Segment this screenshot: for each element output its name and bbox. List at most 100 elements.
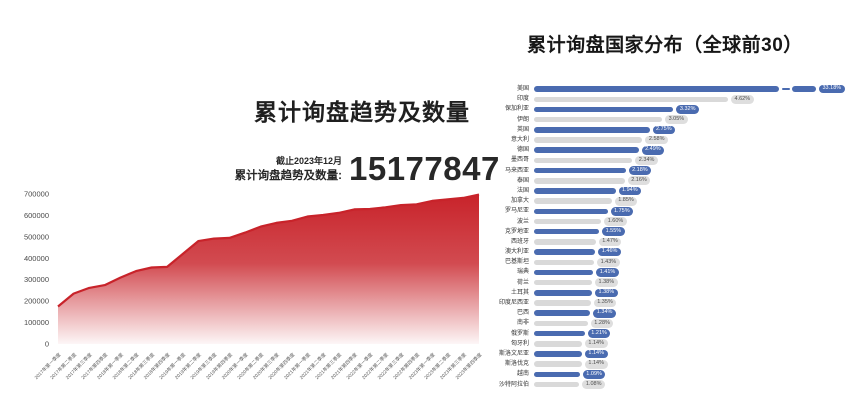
value-badge: 2.58% xyxy=(645,135,668,145)
bar-track: 1.60% xyxy=(534,217,852,226)
bar-row: 匈牙利 1.14% xyxy=(437,339,852,349)
stat-label: 累计询盘趋势及数量: xyxy=(234,170,342,183)
bar xyxy=(534,116,663,123)
value-badge: 33.18% xyxy=(819,84,845,94)
y-axis-tick: 500000 xyxy=(24,232,49,241)
value-badge: 3.05% xyxy=(665,115,688,124)
value-badge: 2.34% xyxy=(635,156,658,165)
x-axis-tick: 2017年第三季度 xyxy=(64,351,94,381)
bar-row: 法国 1.94% xyxy=(437,186,852,196)
country-label: 法国 xyxy=(516,187,529,194)
country-label: 美国 xyxy=(516,86,529,93)
country-label: 斯洛伐克 xyxy=(504,361,529,368)
bar-row: 加拿大 1.85% xyxy=(437,196,852,206)
stat-labels: 截止2023年12月 累计询盘趋势及数量: xyxy=(160,154,342,184)
x-axis-tick: 2018年第二季度 xyxy=(111,351,141,381)
value-badge: 2.75% xyxy=(652,125,676,135)
country-label: 德国 xyxy=(516,147,529,154)
bar-track: 1.46% xyxy=(534,247,852,257)
bar-row: 斯洛伐克 1.14% xyxy=(437,359,852,369)
x-axis-tick: 2022年第四季度 xyxy=(392,351,422,381)
bar xyxy=(534,127,650,133)
bar-track: 1.47% xyxy=(534,237,852,247)
bar-row: 克罗地亚 1.55% xyxy=(437,227,852,237)
bar-track: 1.34% xyxy=(534,308,852,318)
country-label: 保加利亚 xyxy=(504,106,529,113)
country-label: 马来西亚 xyxy=(504,167,529,174)
country-label: 荷兰 xyxy=(516,279,529,286)
bar xyxy=(534,371,580,378)
bar-track: 1.14% xyxy=(534,359,852,369)
country-label: 波兰 xyxy=(516,218,529,225)
value-badge: 1.38% xyxy=(595,288,618,298)
bar-track: 1.28% xyxy=(534,319,852,328)
bar-row: 斯洛文尼亚 1.14% xyxy=(437,349,852,359)
value-badge: 1.14% xyxy=(584,339,608,349)
x-axis-tick: 2021年第二季度 xyxy=(298,351,328,381)
x-axis-tick: 2017年第二季度 xyxy=(49,351,79,381)
country-label: 墨西哥 xyxy=(510,157,529,164)
bar-row: 英国 2.75% xyxy=(437,125,852,135)
value-badge: 1.08% xyxy=(582,380,605,389)
bar-track: 1.94% xyxy=(534,186,852,196)
bar-row: 意大利 2.58% xyxy=(437,135,852,145)
bar xyxy=(534,96,728,103)
country-label: 泰国 xyxy=(516,177,529,184)
bar-track: 1.35% xyxy=(534,298,852,308)
bar xyxy=(534,167,626,174)
bar-row: 美国 33.18% xyxy=(437,84,852,94)
country-label: 意大利 xyxy=(510,137,529,144)
y-axis-tick: 200000 xyxy=(24,297,49,306)
country-label: 俄罗斯 xyxy=(510,330,529,337)
bar-row: 罗马尼亚 1.75% xyxy=(437,206,852,216)
left-chart-title: 累计询盘趋势及数量 xyxy=(254,99,470,125)
y-axis-tick: 0 xyxy=(45,340,49,349)
bar-track: 2.34% xyxy=(534,156,852,165)
axis-break-dash xyxy=(781,88,790,91)
x-axis-tick: 2021年第一季度 xyxy=(282,351,312,381)
value-badge: 1.34% xyxy=(593,308,616,318)
bar-track: 4.62% xyxy=(534,94,852,104)
bar-track: 3.05% xyxy=(534,115,852,124)
bar-track: 1.38% xyxy=(534,288,852,298)
value-badge: 2.49% xyxy=(641,145,665,155)
bar-track: 2.18% xyxy=(534,166,852,175)
bar xyxy=(534,137,643,143)
value-badge: 1.41% xyxy=(596,268,619,277)
stat-value: 15177847 xyxy=(349,150,500,187)
bar xyxy=(534,310,591,316)
bar-track: 1.14% xyxy=(534,349,852,359)
value-badge: 1.09% xyxy=(582,370,606,379)
bar-track: 3.32% xyxy=(534,105,852,114)
bar xyxy=(534,279,592,286)
bar xyxy=(534,249,596,255)
value-badge: 1.35% xyxy=(593,298,617,308)
country-label: 巴基斯坦 xyxy=(504,259,529,266)
x-axis-tick: 2018年第一季度 xyxy=(95,351,125,381)
bar xyxy=(534,147,639,153)
bar-track: 33.18% xyxy=(534,84,852,94)
x-axis-tick: 2018年第三季度 xyxy=(127,351,157,381)
value-badge: 1.46% xyxy=(598,247,621,257)
bar-row: 巴基斯坦 1.43% xyxy=(437,257,852,267)
bar xyxy=(792,86,816,92)
value-badge: 1.55% xyxy=(602,227,625,237)
x-axis-tick: 2019年第三季度 xyxy=(189,351,219,381)
value-badge: 1.21% xyxy=(587,329,611,338)
bar xyxy=(534,178,625,184)
y-axis-tick: 300000 xyxy=(24,275,49,284)
bar-row: 南非 1.28% xyxy=(437,318,852,328)
x-axis-tick: 2023年第一季度 xyxy=(407,351,437,381)
y-axis-tick: 400000 xyxy=(24,254,49,263)
country-label: 越南 xyxy=(516,371,529,378)
value-badge: 1.28% xyxy=(590,319,614,328)
bar-row: 俄罗斯 1.21% xyxy=(437,329,852,339)
value-badge: 4.62% xyxy=(731,94,754,104)
bar xyxy=(534,330,585,337)
bar-track: 2.58% xyxy=(534,135,852,145)
axis-break xyxy=(779,86,792,92)
bar-track: 2.75% xyxy=(534,125,852,135)
bar-row: 沙特阿拉伯 1.08% xyxy=(437,379,852,389)
bar-row: 荷兰 1.38% xyxy=(437,278,852,288)
x-axis-tick: 2020年第三季度 xyxy=(251,351,281,381)
